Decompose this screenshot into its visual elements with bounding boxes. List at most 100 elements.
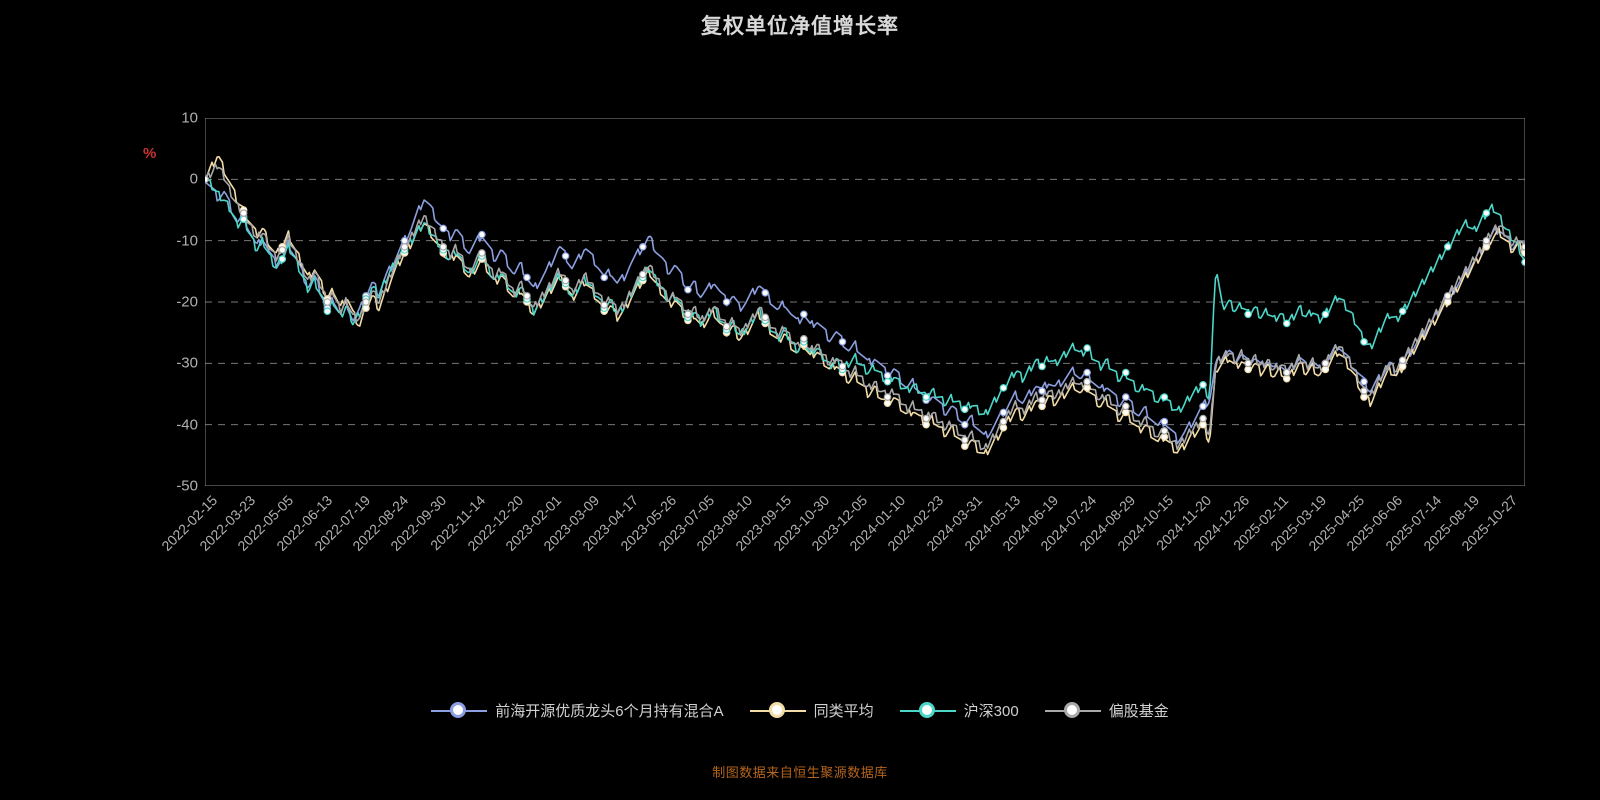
series-marker [1244,365,1252,374]
series-marker [1321,359,1330,368]
series-line [205,179,1525,416]
series-lines [205,118,1525,486]
series-marker [362,304,370,312]
series-marker [1282,368,1291,377]
series-marker [1199,420,1207,429]
series-marker [684,310,692,319]
series-marker [883,393,892,401]
series-marker [999,384,1008,392]
series-marker [761,289,770,297]
series-marker [1398,307,1407,316]
series-marker [761,313,770,322]
series-marker [1482,209,1491,217]
series-marker [922,420,930,429]
series-marker [1398,356,1407,365]
series-marker [400,243,409,251]
y-axis-tick-labels: 10 0 -10 -20 -30 -40 -50 [140,110,198,495]
series-marker [478,249,486,257]
y-tick-label: -10 [176,232,198,250]
series-marker [800,335,808,343]
chart-title: 复权单位净值增长率 [701,15,899,38]
y-tick-label: 10 [181,109,198,127]
series-marker [439,224,448,233]
series-marker [1083,344,1091,352]
series-marker [561,276,570,285]
series-marker [239,215,248,224]
legend-dot [918,701,935,718]
series-marker [1083,384,1091,392]
footer-note: 制图数据来自恒生聚源数据库 [712,765,888,780]
series-marker [1443,292,1452,300]
series-marker [999,408,1008,417]
series-marker [1482,236,1491,245]
series-marker [1521,258,1525,266]
series-marker [205,175,209,184]
series-marker [1121,402,1130,411]
series-marker [1160,433,1169,441]
series-marker [1199,414,1207,423]
series-marker [838,338,847,346]
series-marker [1443,243,1452,251]
series-marker [1521,249,1525,257]
series-line [205,163,1525,451]
y-tick-label: -40 [176,416,198,434]
series-line [205,155,1525,456]
series-marker [922,414,930,423]
legend-label: 前海开源优质龙头6个月持有混合A [495,703,724,720]
series-marker [523,292,531,300]
x-axis-tick-labels: 2022-02-15 2022-03-23 2022-05-05 2022-06-13… [158,492,1525,612]
series-marker [1360,393,1368,401]
legend-marker-icon [899,701,956,720]
series-marker [478,230,486,239]
series-marker [1244,310,1252,319]
series-marker [323,298,332,306]
series-marker [600,301,609,309]
series-marker [883,371,892,380]
series-marker [722,298,731,306]
legend-item[interactable]: 前海开源优质龙头6个月持有混合A [431,700,724,721]
legend-item[interactable]: 同类平均 [749,700,874,721]
legend-label: 同类平均 [813,703,874,720]
series-marker [1083,368,1091,377]
series-marker [1360,338,1368,346]
legend-marker-icon [749,701,806,720]
series-marker [400,236,409,245]
series-marker [800,310,808,319]
series-marker [922,393,930,401]
series-marker [1443,298,1452,306]
series-marker [883,377,892,386]
series-marker [960,436,969,444]
series-marker [960,420,969,429]
y-tick-label: -50 [176,477,198,495]
series-marker [323,307,332,316]
series-marker [1038,396,1046,404]
series-marker [1482,243,1491,251]
series-marker [1083,377,1091,386]
series-marker [999,423,1008,432]
legend-label: 沪深300 [963,703,1019,720]
series-marker [684,285,692,294]
series-marker [362,298,370,306]
y-tick-label: 0 [189,170,198,188]
series-marker [1398,362,1407,371]
series-marker [1199,402,1207,411]
legend-dot [450,701,467,718]
series-marker [1199,380,1207,389]
y-tick-label: -20 [176,293,198,311]
series-marker [600,273,609,282]
series-marker [1360,377,1368,386]
series-marker [1521,243,1525,251]
legend-item[interactable]: 沪深300 [899,700,1019,721]
series-marker [960,442,969,450]
series-line [205,181,1525,445]
legend-item[interactable]: 偏股基金 [1044,700,1169,721]
series-marker [1321,310,1330,319]
series-marker [1121,368,1130,377]
plot-area [205,118,1525,486]
series-marker [278,255,287,263]
series-marker [1160,417,1169,426]
legend-label: 偏股基金 [1108,703,1169,720]
y-axis-unit-label: % [143,145,157,162]
series-marker [1038,362,1046,371]
